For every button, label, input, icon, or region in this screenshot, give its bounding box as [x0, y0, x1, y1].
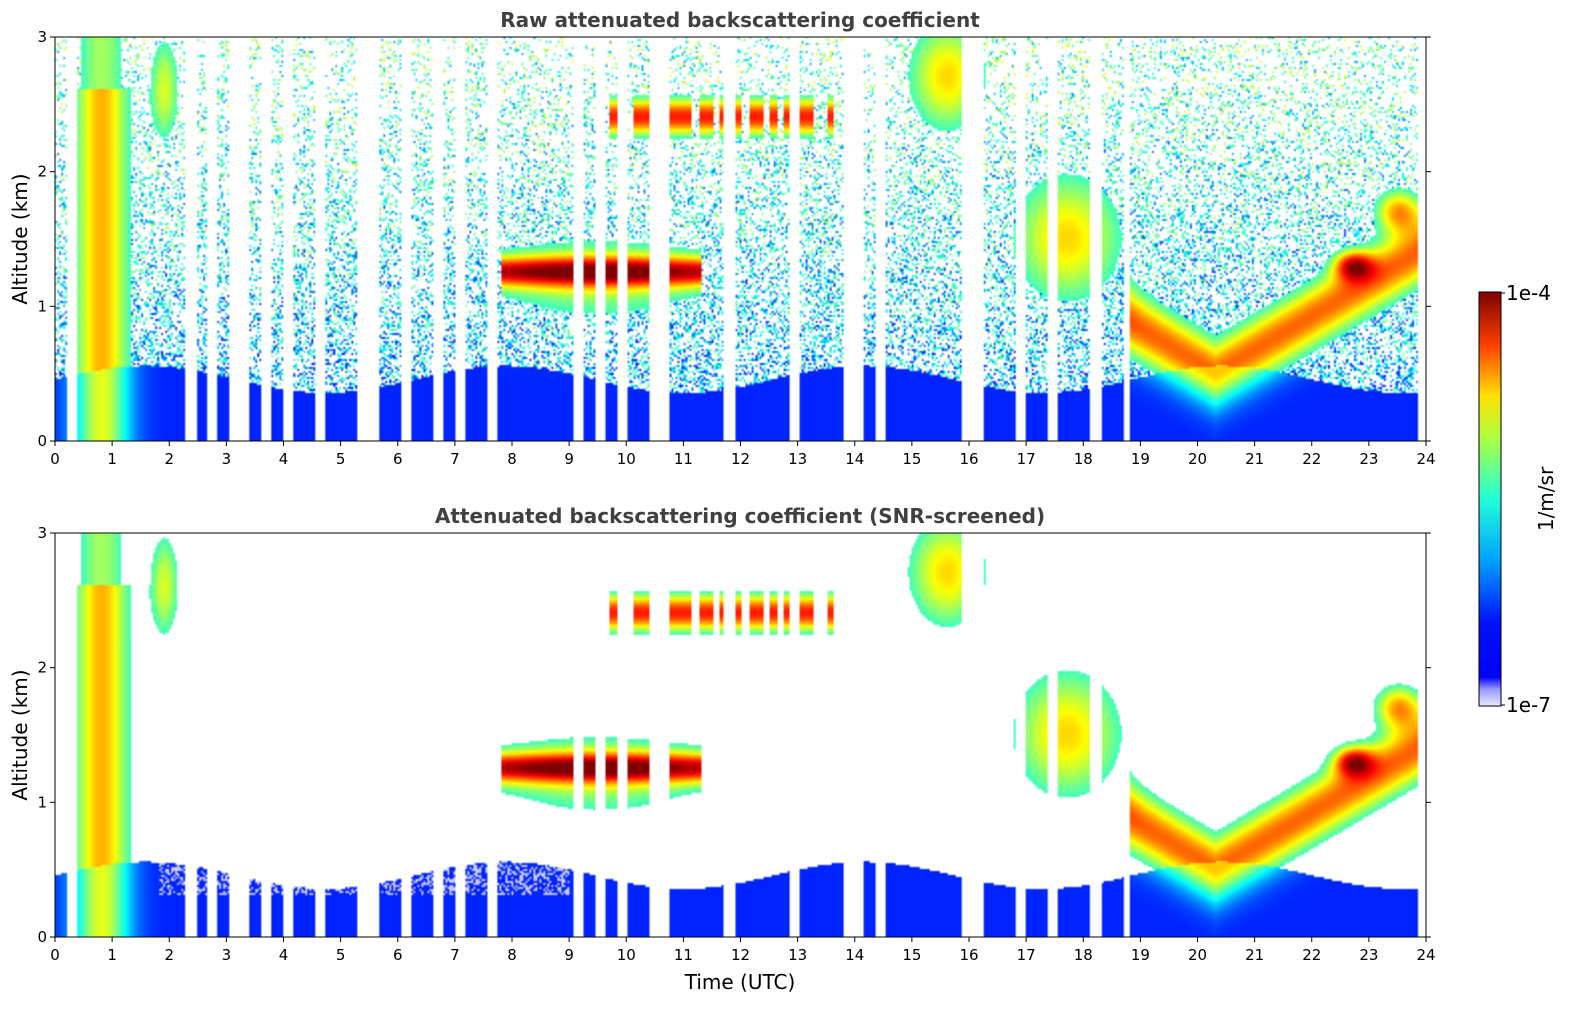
x-tick-label: 19	[1131, 450, 1150, 468]
y-tick-label: 2	[37, 163, 47, 181]
panel-screened-ticks: 0 1 2 3 4 5 6 7 8 9 10 11 12 13 14 15 16 17 18 19 20 21 22 23 24…	[37, 524, 1435, 964]
x-tick-label: 8	[507, 946, 517, 964]
x-tick-label: 16	[959, 450, 978, 468]
x-tick-label: 23	[1359, 946, 1378, 964]
x-tick-label: 21	[1245, 450, 1264, 468]
x-tick-label: 6	[393, 946, 403, 964]
x-tick-label: 11	[674, 946, 693, 964]
x-tick-label: 13	[788, 946, 807, 964]
x-tick-label: 7	[450, 450, 460, 468]
x-tick-label: 22	[1302, 946, 1321, 964]
colorbar-label: 1/m/sr	[1534, 466, 1558, 531]
y-tick-label: 3	[37, 28, 47, 46]
x-tick-label: 7	[450, 946, 460, 964]
y-tick-label: 0	[37, 928, 47, 946]
x-tick-label: 5	[336, 946, 346, 964]
x-tick-label: 2	[164, 450, 174, 468]
panel-screened-xlabel: Time (UTC)	[684, 970, 796, 994]
x-tick-label: 16	[959, 946, 978, 964]
x-tick-label: 6	[393, 450, 403, 468]
x-tick-label: 3	[222, 450, 232, 468]
x-tick-label: 21	[1245, 946, 1264, 964]
y-tick-label: 0	[37, 432, 47, 450]
x-tick-label: 19	[1131, 946, 1150, 964]
x-tick-label: 9	[564, 450, 574, 468]
x-tick-label: 10	[617, 946, 636, 964]
colorbar-min-label: 1e-7	[1506, 693, 1551, 717]
x-tick-label: 14	[845, 450, 864, 468]
x-tick-label: 11	[674, 450, 693, 468]
panel-screened-ylabel: Altitude (km)	[8, 669, 32, 800]
x-tick-label: 14	[845, 946, 864, 964]
panel-raw-title: Raw attenuated backscattering coefficien…	[500, 8, 980, 32]
x-tick-label: 0	[50, 450, 60, 468]
x-tick-label: 20	[1188, 946, 1207, 964]
panel-raw: Raw attenuated backscattering coefficien…	[8, 8, 1436, 468]
colorbar-max-label: 1e-4	[1506, 281, 1551, 305]
x-tick-label: 18	[1074, 946, 1093, 964]
panel-screened-title: Attenuated backscattering coefficient (S…	[435, 504, 1045, 528]
y-tick-label: 1	[37, 793, 47, 811]
x-tick-label: 22	[1302, 450, 1321, 468]
x-tick-label: 3	[222, 946, 232, 964]
x-tick-label: 0	[50, 946, 60, 964]
x-tick-label: 4	[279, 946, 289, 964]
x-tick-label: 4	[279, 450, 289, 468]
x-tick-label: 18	[1074, 450, 1093, 468]
x-tick-label: 9	[564, 946, 574, 964]
x-tick-label: 23	[1359, 450, 1378, 468]
x-tick-label: 24	[1416, 946, 1435, 964]
panel-raw-ylabel: Altitude (km)	[8, 173, 32, 304]
x-tick-label: 20	[1188, 450, 1207, 468]
y-tick-label: 3	[37, 524, 47, 542]
x-tick-label: 17	[1017, 450, 1036, 468]
y-tick-label: 2	[37, 659, 47, 677]
y-tick-label: 1	[37, 297, 47, 315]
x-tick-label: 1	[107, 450, 117, 468]
x-tick-label: 10	[617, 450, 636, 468]
x-tick-label: 13	[788, 450, 807, 468]
colorbar: 1e-4 1e-7 1/m/sr	[1478, 281, 1558, 717]
panel-screened-heatmap	[55, 533, 1426, 937]
colorbar-gradient	[1478, 291, 1502, 707]
x-tick-label: 17	[1017, 946, 1036, 964]
x-tick-label: 12	[731, 946, 750, 964]
x-tick-label: 24	[1416, 450, 1435, 468]
x-tick-label: 12	[731, 450, 750, 468]
x-tick-label: 15	[902, 946, 921, 964]
x-tick-label: 15	[902, 450, 921, 468]
panel-screened: Attenuated backscattering coefficient (S…	[8, 504, 1436, 994]
x-tick-label: 5	[336, 450, 346, 468]
x-tick-label: 1	[107, 946, 117, 964]
panel-raw-heatmap	[55, 37, 1426, 441]
x-tick-label: 2	[164, 946, 174, 964]
x-tick-label: 8	[507, 450, 517, 468]
panel-raw-ticks: 0 1 2 3 4 5 6 7 8 9 10 11 12 13 14 15 16 17 18 19 20 21 22 23 24…	[37, 28, 1435, 468]
